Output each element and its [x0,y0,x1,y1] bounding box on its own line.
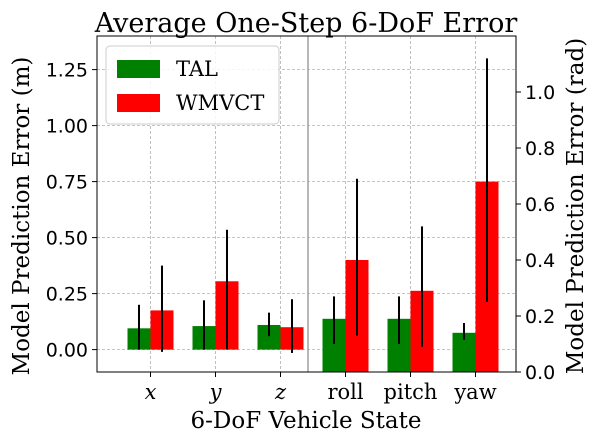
legend-label-tal: TAL [176,57,218,81]
x-tick-label-pitch: pitch [384,380,438,404]
left-y-axis-label: Model Prediction Error (m) [9,57,35,376]
legend: TAL WMVCT [105,45,280,125]
left-tick-label: 0.00 [46,340,88,362]
bars [127,181,499,372]
bar-tal-yaw [452,332,476,372]
bar-tal-pitch [387,318,411,372]
error-bars [138,58,488,353]
right-tick-label: 0.4 [525,250,555,272]
legend-swatch-tal [117,60,160,78]
bar-tal-roll [322,318,346,372]
left-tick-label: 0.50 [46,228,88,250]
right-y-axis-label: Model Prediction Error (rad) [563,38,589,374]
left-tick-label: 1.25 [46,60,88,82]
right-tick-label: 0.6 [525,194,555,216]
x-tick-label-y: y [209,380,223,404]
legend-label-wmvct: WMVCT [176,91,264,115]
chart-title: Average One-Step 6-DoF Error [94,8,518,39]
left-tick-label: 1.00 [46,116,88,138]
left-y-axis: 0.00 0.25 0.50 0.75 1.00 1.25 [46,60,97,362]
right-tick-label: 1.0 [525,82,555,104]
x-tick-label-z: z [274,380,287,404]
x-tick-label-yaw: yaw [453,380,496,404]
right-tick-label: 0.2 [525,306,555,328]
legend-swatch-wmvct [117,94,160,112]
x-tick-label-x: x [145,380,157,404]
x-axis-label: 6-DoF Vehicle State [191,408,422,434]
right-y-axis: 0.0 0.2 0.4 0.6 0.8 1.0 [516,82,555,384]
right-tick-label: 0.0 [525,362,555,384]
left-tick-label: 0.75 [46,172,88,194]
left-tick-label: 0.25 [46,284,88,306]
x-tick-label-roll: roll [327,380,363,404]
x-axis: x y z roll pitch yaw [145,372,497,404]
right-tick-label: 0.8 [525,138,555,160]
bar-tal-z [257,324,281,350]
